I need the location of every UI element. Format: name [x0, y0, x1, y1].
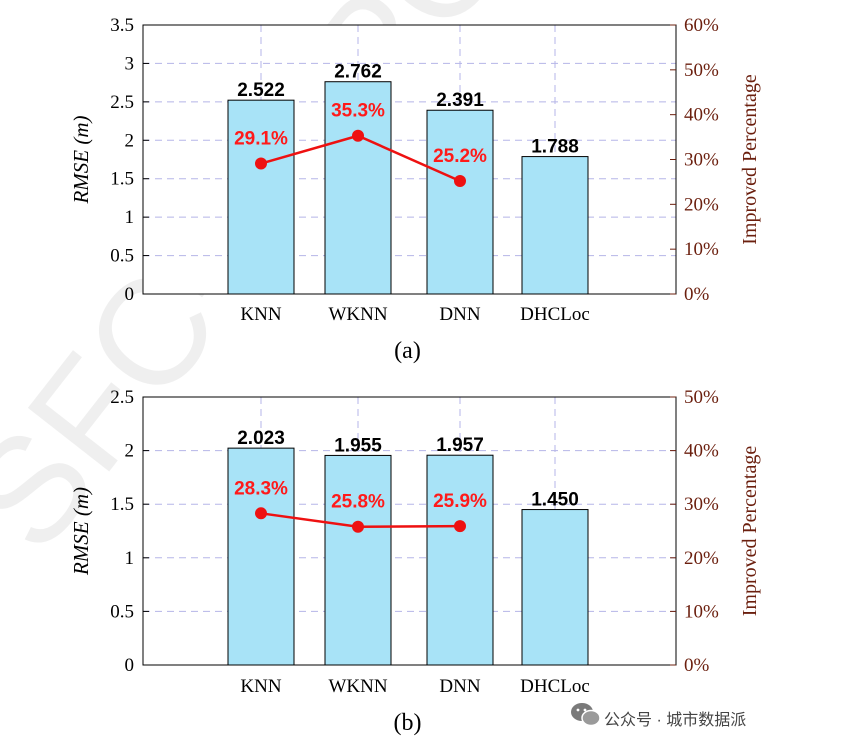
bar-value-label: 1.450 [531, 490, 579, 511]
bar-dnn [426, 109, 494, 295]
chart-a: 2.522 2.762 2.391 1.788 0 0.5 1 1.5 2 2.5 3 3.5 0% 10… [69, 15, 761, 364]
subfigure-caption: (b) [394, 710, 422, 736]
y-axis-title: RMSE (m) [69, 115, 93, 204]
bar-dhcloc [521, 509, 589, 666]
y2-tick-label: 30% [684, 494, 719, 515]
improved-percentage-label: 25.9% [433, 491, 487, 512]
y-tick-label: 2 [125, 130, 135, 151]
x-tick-label: WKNN [328, 304, 387, 325]
x-tick-label: KNN [240, 676, 281, 697]
y-tick-label: 1.5 [110, 169, 134, 190]
bar-wknn [324, 81, 392, 295]
wechat-icon [571, 703, 601, 727]
axes-frame [142, 396, 677, 666]
bar-wknn [324, 454, 392, 666]
improved-percentage-label: 35.3% [331, 101, 385, 122]
y2-tick-label: 0% [684, 655, 710, 676]
improved-percentage-point [454, 520, 466, 533]
y2-tick-label: 10% [684, 601, 719, 622]
bar-dnn [426, 454, 494, 666]
y2-tick-label: 50% [684, 387, 719, 408]
x-tick-label: WKNN [328, 676, 387, 697]
y-tick-label: 2.5 [110, 92, 134, 113]
y2-tick-label: 50% [684, 60, 719, 81]
y2-tick-label: 40% [684, 441, 719, 462]
y2-tick-label: 20% [684, 194, 719, 215]
improved-percentage-point [352, 520, 364, 533]
y-tick-label: 0.5 [110, 601, 134, 622]
y2-tick-label: 60% [684, 15, 719, 36]
plot-area [143, 397, 676, 665]
wechat-watermark-text: 公众号 · 城市数据派 [604, 711, 746, 729]
y-tick-label: 2 [125, 441, 135, 462]
improved-percentage-label: 29.1% [234, 129, 288, 150]
y2-tick-label: 10% [684, 239, 719, 260]
bar-knn [227, 447, 295, 666]
wechat-watermark: 公众号 · 城市数据派 [571, 703, 746, 729]
improved-percentage-point [352, 129, 364, 142]
y2-axis-title: Improved Percentage [739, 446, 761, 617]
bar-value-label: 2.391 [436, 90, 484, 111]
y-tick-label: 1.5 [110, 494, 134, 515]
y-tick-label: 2.5 [110, 387, 134, 408]
y-tick-label: 3 [125, 53, 135, 74]
improved-percentage-label: 28.3% [234, 478, 288, 499]
improved-percentage-point [255, 157, 267, 170]
y2-tick-label: 30% [684, 150, 719, 171]
y2-tick-label: 20% [684, 548, 719, 569]
subfigure-caption: (a) [394, 338, 421, 364]
y2-axis-title: Improved Percentage [739, 74, 761, 245]
chart-b: 2.023 1.955 1.957 1.450 0 0.5 1 1.5 2 2.5 0% 10% 20%… [69, 387, 761, 736]
improved-percentage-label: 25.8% [331, 492, 385, 513]
y-tick-label: 0 [125, 655, 135, 676]
improved-percentage-point [454, 175, 466, 188]
y2-tick-label: 0% [684, 284, 710, 305]
x-tick-label: DNN [439, 304, 480, 325]
improved-percentage-point [255, 507, 267, 520]
bar-value-label: 1.955 [334, 435, 382, 456]
y-axis-title: RMSE (m) [69, 487, 93, 576]
bar-value-label: 1.957 [436, 435, 484, 456]
bar-value-label: 2.023 [237, 428, 285, 449]
y-tick-label: 0 [125, 284, 135, 305]
bar-value-label: 1.788 [531, 137, 579, 158]
y-tick-label: 0.5 [110, 246, 134, 267]
y2-tick-label: 40% [684, 105, 719, 126]
y-tick-label: 1 [125, 548, 135, 569]
x-tick-label: DHCLoc [520, 304, 590, 325]
y-tick-label: 3.5 [110, 15, 134, 36]
bar-value-label: 2.762 [334, 62, 382, 83]
x-tick-label: DNN [439, 676, 480, 697]
bar-value-label: 2.522 [237, 80, 285, 101]
x-tick-label: DHCLoc [520, 676, 590, 697]
x-tick-label: KNN [240, 304, 281, 325]
improved-percentage-label: 25.2% [433, 146, 487, 167]
y-tick-label: 1 [125, 207, 135, 228]
bar-dhcloc [521, 156, 589, 295]
